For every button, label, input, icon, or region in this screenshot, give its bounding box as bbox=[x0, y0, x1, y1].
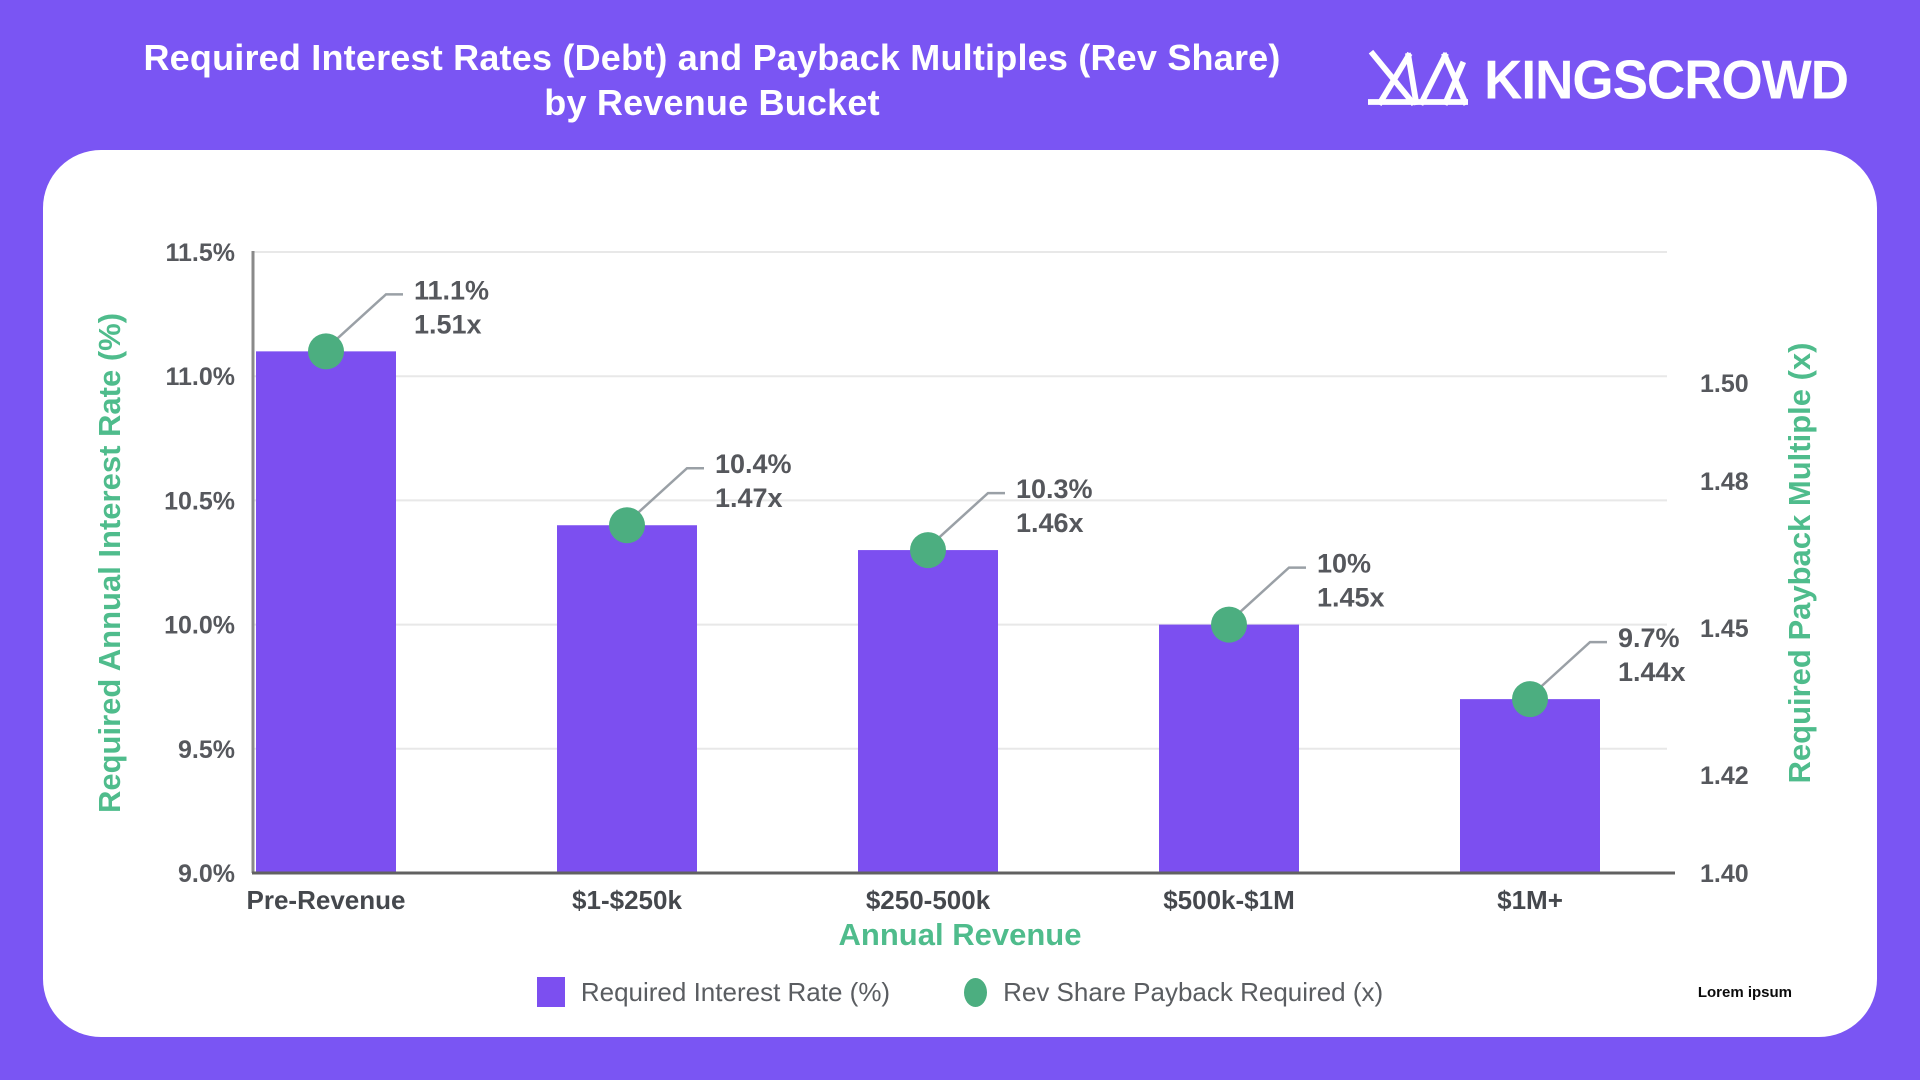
x-axis-title: Annual Revenue bbox=[838, 917, 1082, 952]
x-category-label: $1M+ bbox=[1497, 885, 1563, 915]
chart-legend: Required Interest Rate (%) Rev Share Pay… bbox=[43, 972, 1877, 1012]
annotation-interest-rate: 9.7% bbox=[1618, 623, 1680, 653]
payback-dot-3 bbox=[1211, 606, 1247, 643]
annotation-payback-multiple: 1.51x bbox=[414, 309, 482, 339]
annotation-interest-rate: 10% bbox=[1317, 549, 1371, 579]
bar-4 bbox=[1460, 699, 1600, 873]
y-left-tick-label: 9.0% bbox=[178, 860, 235, 888]
annotation-leader-line bbox=[932, 491, 1005, 545]
page-title-line2: by Revenue Bucket bbox=[544, 82, 880, 123]
x-category-label: $500k-$1M bbox=[1163, 885, 1295, 915]
page-title-line1: Required Interest Rates (Debt) and Payba… bbox=[143, 37, 1281, 78]
page-title: Required Interest Rates (Debt) and Payba… bbox=[80, 35, 1344, 125]
y-right-tick-label: 1.48 bbox=[1700, 468, 1749, 496]
y-right-tick-label: 1.42 bbox=[1700, 762, 1749, 790]
y-left-tick-label: 11.0% bbox=[165, 363, 235, 391]
annotation-interest-rate: 11.1% bbox=[414, 275, 489, 305]
legend-item-interest-rate: Required Interest Rate (%) bbox=[536, 976, 891, 1008]
header: Required Interest Rates (Debt) and Payba… bbox=[0, 0, 1920, 150]
chart-card: 9.0% 9.5% 10.0% 10.5% 11.0% 11.5% 1.40 1.42 1.45… bbox=[43, 150, 1877, 1037]
y-left-tick-label: 11.5% bbox=[165, 239, 235, 267]
chart-plot-area: 9.0% 9.5% 10.0% 10.5% 11.0% 11.5% 1.40 1.42 1.45… bbox=[164, 239, 1749, 915]
annotation-interest-rate: 10.4% bbox=[715, 449, 792, 479]
y-right-tick-label: 1.45 bbox=[1700, 615, 1749, 643]
annotation-leader-line bbox=[1534, 640, 1607, 694]
annotation-payback-multiple: 1.44x bbox=[1618, 657, 1686, 687]
y-left-tick-label: 10.5% bbox=[164, 487, 235, 515]
crown-icon bbox=[1368, 47, 1469, 114]
payback-dot-4 bbox=[1512, 681, 1548, 718]
legend-bar-swatch-icon bbox=[536, 977, 565, 1007]
annotation-payback-multiple: 1.45x bbox=[1317, 583, 1385, 613]
legend-label-payback: Rev Share Payback Required (x) bbox=[1003, 976, 1384, 1007]
legend-dot-swatch-icon bbox=[964, 977, 988, 1007]
x-category-label: Pre-Revenue bbox=[247, 885, 406, 915]
payback-dot-2 bbox=[910, 532, 946, 569]
y-left-tick-label: 10.0% bbox=[164, 612, 235, 640]
annotation-leader-line bbox=[631, 466, 704, 520]
legend-label-interest-rate: Required Interest Rate (%) bbox=[580, 976, 891, 1007]
brand-name: KINGSCROWD bbox=[1484, 49, 1849, 111]
payback-dot-1 bbox=[609, 507, 645, 544]
bar-0 bbox=[256, 351, 396, 873]
annotation-payback-multiple: 1.47x bbox=[715, 483, 783, 513]
bar-2 bbox=[858, 550, 998, 873]
annotation-leader-line bbox=[1233, 566, 1306, 619]
y-right-tick-label: 1.50 bbox=[1700, 370, 1749, 398]
kingscrowd-logo: KINGSCROWD bbox=[1368, 47, 1849, 114]
y-left-tick-label: 9.5% bbox=[178, 736, 235, 764]
annotation-payback-multiple: 1.46x bbox=[1016, 508, 1084, 538]
payback-dot-0 bbox=[308, 333, 344, 370]
x-category-label: $250-500k bbox=[866, 885, 991, 915]
footnote-text: Lorem ipsum bbox=[1697, 984, 1792, 1001]
y-right-tick-label: 1.40 bbox=[1700, 860, 1749, 888]
y-axis-title-right: Required Payback Multiple (x) bbox=[1782, 342, 1817, 784]
annotation-leader-line bbox=[330, 293, 403, 346]
x-category-label: $1-$250k bbox=[572, 885, 682, 915]
legend-item-payback: Rev Share Payback Required (x) bbox=[964, 977, 1383, 1008]
bar-3 bbox=[1159, 624, 1299, 873]
annotation-interest-rate: 10.3% bbox=[1016, 474, 1093, 504]
y-axis-title-left: Required Annual Interest Rate (%) bbox=[92, 312, 127, 814]
bar-1 bbox=[557, 525, 697, 873]
